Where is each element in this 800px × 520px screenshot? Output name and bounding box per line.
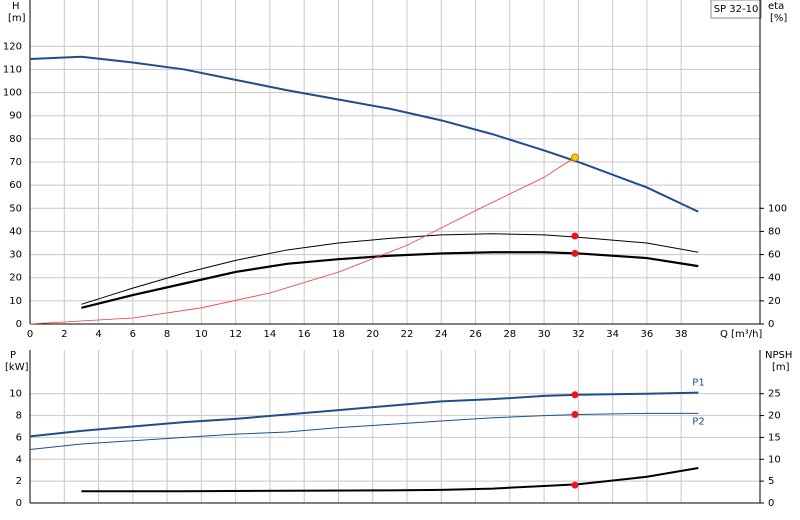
curve (29, 157, 576, 325)
operating-point (571, 410, 579, 418)
x-tick-label: 10 (195, 329, 208, 340)
y2-tick-label: 60 (768, 250, 781, 261)
h-unit: [m] (8, 13, 26, 24)
y-tick-label: 20 (9, 273, 22, 284)
x-tick-label: 18 (332, 329, 345, 340)
operating-point (571, 391, 579, 399)
operating-point (571, 481, 579, 489)
series-label: P1 (692, 378, 704, 389)
y-tick-label: 80 (9, 134, 22, 145)
y2-tick-label: 25 (768, 389, 781, 400)
y-tick-label: 70 (9, 157, 22, 168)
p-unit: [kW] (5, 362, 29, 373)
y-tick-label: 50 (9, 203, 22, 214)
x-tick-label: 8 (164, 329, 170, 340)
y-tick-label: 6 (16, 432, 22, 443)
npsh-unit: [m] (772, 362, 790, 373)
y-tick-label: 10 (9, 389, 22, 400)
x-tick-label: 38 (675, 329, 688, 340)
npsh-label: NPSH (765, 350, 792, 361)
x-tick-label: 26 (469, 329, 482, 340)
y2-tick-label: 15 (768, 432, 781, 443)
h-label: H (12, 1, 20, 12)
x-tick-label: 12 (229, 329, 242, 340)
y-tick-label: 40 (9, 226, 22, 237)
p-label: P (10, 350, 16, 361)
x-tick-label: 30 (538, 329, 551, 340)
curve (81, 467, 699, 493)
x-tick-label: 0 (27, 329, 33, 340)
x-tick-label: 36 (641, 329, 654, 340)
x-tick-label: 32 (572, 329, 585, 340)
y-tick-label: 2 (16, 476, 22, 487)
y2-tick-label: 100 (768, 203, 787, 214)
tag-box (710, 0, 762, 19)
y2-tick-label: 10 (768, 454, 781, 465)
eta-unit: [%] (770, 13, 787, 24)
y2-tick-label: 20 (768, 411, 781, 422)
eta-label: eta (768, 1, 784, 12)
y-tick-label: 0 (16, 498, 22, 509)
y-tick-label: 90 (9, 111, 22, 122)
x-tick-label: 4 (95, 329, 101, 340)
operating-point (571, 249, 579, 257)
y-tick-label: 8 (16, 411, 22, 422)
x-tick-label: 16 (298, 329, 311, 340)
y-tick-label: 0 (16, 319, 22, 330)
pump-tag: SP 32-10 (714, 4, 759, 15)
y2-tick-label: 40 (768, 273, 781, 284)
y-tick-label: 4 (16, 454, 22, 465)
x-tick-label: 24 (435, 329, 448, 340)
x-tick-label: 28 (503, 329, 516, 340)
operating-point (570, 153, 579, 162)
y-tick-label: 30 (9, 250, 22, 261)
y2-tick-label: 0 (768, 498, 774, 509)
y-tick-label: 110 (3, 64, 22, 75)
x-tick-label: 22 (401, 329, 414, 340)
y-tick-label: 120 (3, 41, 22, 52)
y-tick-label: 100 (3, 88, 22, 99)
series-label: P2 (692, 416, 704, 427)
y-tick-label: 60 (9, 180, 22, 191)
y2-tick-label: 5 (768, 476, 774, 487)
operating-point (571, 232, 579, 240)
x-tick-label: 34 (606, 329, 619, 340)
x-tick-label: 14 (264, 329, 277, 340)
y2-tick-label: 0 (768, 319, 774, 330)
y2-tick-label: 80 (768, 226, 781, 237)
x-tick-label: 6 (130, 329, 136, 340)
y-tick-label: 10 (9, 296, 22, 307)
x-tick-label: 2 (61, 329, 67, 340)
curve (81, 233, 699, 305)
y2-tick-label: 20 (768, 296, 781, 307)
x-axis-label: Q [m³/h] (720, 329, 762, 340)
x-tick-label: 20 (366, 329, 379, 340)
